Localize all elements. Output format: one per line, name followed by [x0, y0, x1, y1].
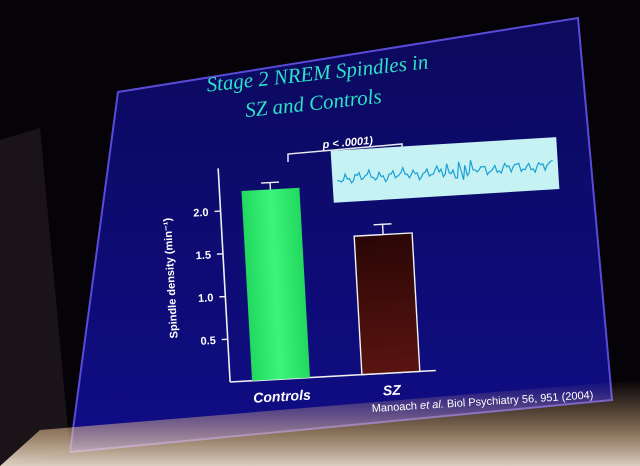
bar-controls [241, 187, 310, 381]
x-category-label: Controls [253, 387, 312, 406]
error-bar-sz [373, 223, 392, 235]
y-tick-label: 1.0 [198, 292, 214, 305]
error-bar-controls [261, 181, 280, 190]
y-axis [217, 168, 231, 383]
significance-label: p < .0001) [321, 135, 374, 151]
y-tick-label: 0.5 [200, 335, 216, 348]
eeg-trace [337, 159, 553, 184]
y-tick-label: 2.0 [193, 207, 209, 220]
y-tick-label: 1.5 [195, 249, 211, 262]
bottom-glow [0, 380, 640, 466]
projection-screen [68, 16, 614, 454]
x-category-label: SZ [382, 381, 401, 398]
frame-left [0, 128, 70, 466]
eeg-trace-panel [330, 137, 560, 203]
bar-chart: 0.51.01.52.0 Controls SZ Spindle density … [162, 168, 436, 406]
bar-sz [353, 232, 421, 376]
